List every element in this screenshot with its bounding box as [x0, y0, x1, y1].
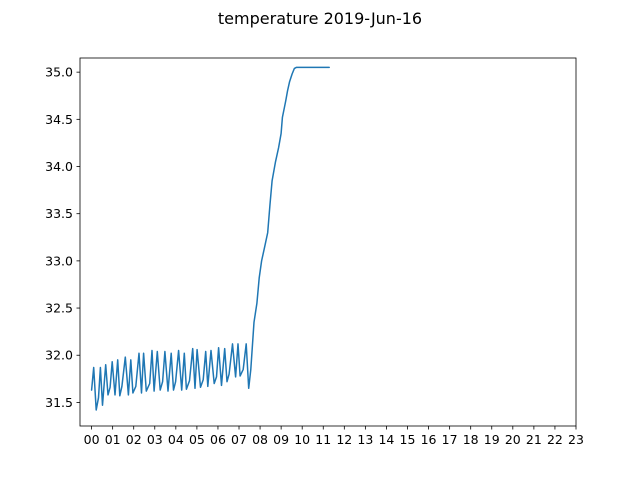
y-tick-label: 33.0 [45, 253, 73, 268]
y-tick-label: 32.0 [45, 348, 73, 363]
y-tick-label: 32.5 [45, 301, 73, 316]
y-tick-label: 31.5 [45, 395, 73, 410]
x-tick-label: 19 [484, 432, 500, 447]
y-tick-label: 33.5 [45, 206, 73, 221]
x-tick-label: 09 [273, 432, 289, 447]
x-tick-label: 18 [463, 432, 479, 447]
x-tick-label: 20 [505, 432, 521, 447]
y-tick-label: 34.0 [45, 159, 73, 174]
x-tick-label: 15 [400, 432, 416, 447]
x-axis: 00 01 02 03 04 05 06 07 08 09 10 11 12 13 14 15 16 17 18 19… [84, 426, 584, 447]
x-tick-label: 10 [294, 432, 310, 447]
plot-area [79, 57, 577, 427]
y-tick-label: 34.5 [45, 112, 73, 127]
x-tick-label: 23 [568, 432, 584, 447]
x-tick-label: 06 [210, 432, 226, 447]
x-tick-label: 04 [168, 432, 184, 447]
x-tick-label: 16 [421, 432, 437, 447]
x-tick-label: 08 [252, 432, 268, 447]
chart-title: temperature 2019-Jun-16 [218, 9, 422, 28]
y-tick-label: 35.0 [45, 65, 73, 80]
x-tick-label: 11 [315, 432, 331, 447]
x-tick-label: 14 [378, 432, 394, 447]
x-tick-label: 03 [147, 432, 163, 447]
y-axis: 31.5 32.0 32.5 33.0 33.5 34.0 34.5 35.0 [45, 65, 80, 410]
x-tick-label: 01 [105, 432, 121, 447]
x-tick-label: 21 [526, 432, 542, 447]
x-tick-label: 17 [442, 432, 458, 447]
series-layer [90, 66, 330, 411]
x-tick-label: 22 [547, 432, 563, 447]
x-tick-label: 07 [231, 432, 247, 447]
x-tick-label: 00 [84, 432, 100, 447]
x-tick-label: 12 [336, 432, 352, 447]
x-tick-label: 02 [126, 432, 142, 447]
x-tick-label: 05 [189, 432, 205, 447]
series-line-0 [90, 66, 330, 411]
x-tick-label: 13 [357, 432, 373, 447]
